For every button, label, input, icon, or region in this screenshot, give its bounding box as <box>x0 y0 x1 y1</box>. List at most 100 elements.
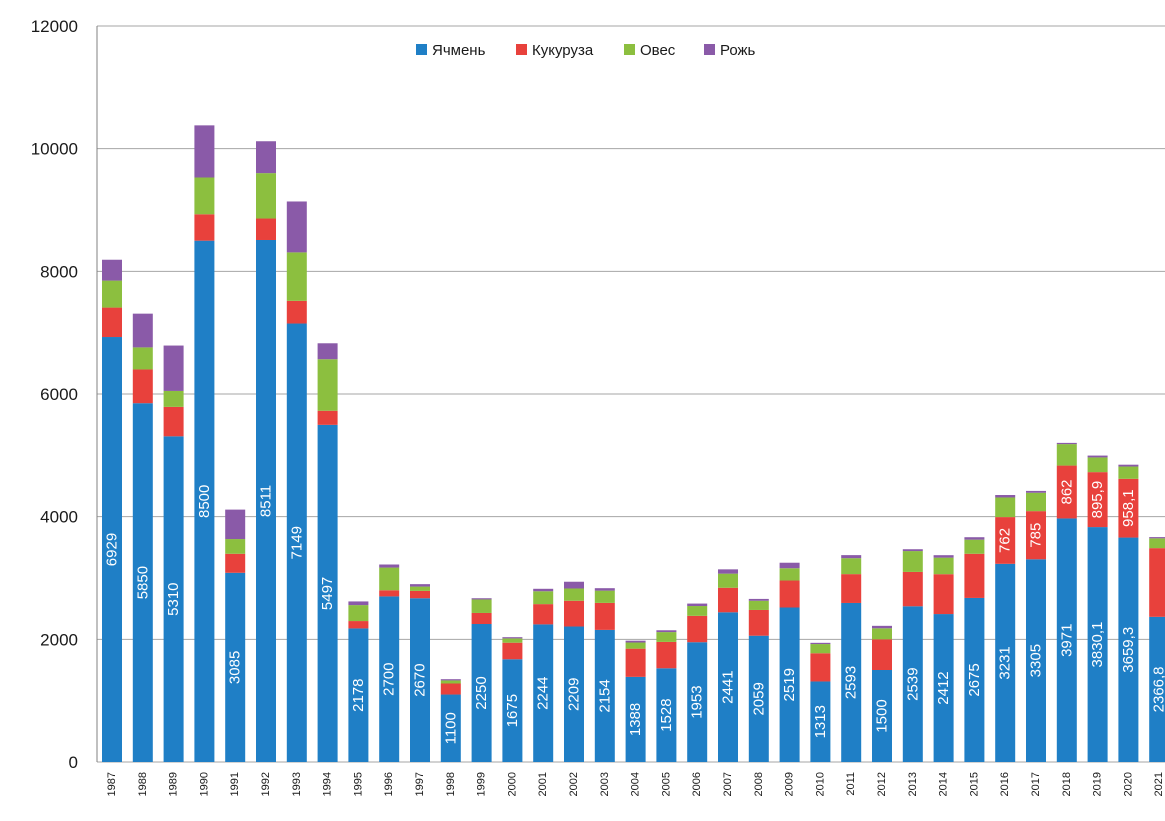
data-label-1-2017: 3305 <box>1028 644 1045 677</box>
bar-segment-3-2019 <box>1087 457 1108 473</box>
bar-segment-3-1995 <box>348 605 369 622</box>
bar-segment-4-1989 <box>163 345 184 391</box>
x-tick-label: 2015 <box>968 772 980 796</box>
data-label-1-2000: 1675 <box>504 694 521 727</box>
bar-segment-1-1987 <box>102 337 122 762</box>
x-tick-label: 2010 <box>814 772 826 796</box>
legend-swatch-2 <box>516 44 527 55</box>
x-tick-label: 1987 <box>106 772 118 796</box>
legend-swatch-3 <box>624 44 635 55</box>
x-tick-label: 2008 <box>753 772 765 796</box>
bar-segment-3-2012 <box>872 628 892 640</box>
bar-segment-2-2019 <box>1087 472 1108 528</box>
bar-segment-3-1999 <box>471 599 492 613</box>
bar-segment-2-1993 <box>286 300 307 324</box>
data-label-1-2011: 2593 <box>843 666 860 699</box>
data-label-1-1997: 2670 <box>412 663 429 696</box>
bar-segment-1-1994 <box>317 424 338 762</box>
bar-segment-4-2012 <box>872 625 892 629</box>
bar-segment-2-2002 <box>564 600 584 627</box>
x-tick-label: 1997 <box>414 772 426 796</box>
bar-segment-1-2017 <box>1026 559 1046 762</box>
data-label-1-2009: 2519 <box>781 668 798 701</box>
bar-segment-2-2016 <box>995 517 1016 564</box>
bar-segment-4-2020 <box>1118 464 1139 467</box>
data-label-1-1990: 8500 <box>196 485 213 518</box>
bar-segment-2-2014 <box>933 574 954 615</box>
x-tick-label: 2002 <box>568 772 580 796</box>
bar-segment-3-2013 <box>902 551 923 572</box>
x-tick-label: 1991 <box>229 772 241 796</box>
bar-segment-1-2005 <box>656 668 677 762</box>
bar-segment-1-2004 <box>625 676 646 762</box>
bar-segment-3-2010 <box>810 644 831 654</box>
bar-segment-1-2018 <box>1056 518 1077 762</box>
bar-segment-1-2006 <box>687 642 708 762</box>
x-tick-label: 1993 <box>291 772 303 796</box>
bar-segment-3-1987 <box>102 280 122 308</box>
bar-segment-4-2018 <box>1056 442 1077 445</box>
bar-segment-2-2005 <box>656 641 677 669</box>
bar-segment-3-2004 <box>625 642 646 649</box>
legend-label-1: Ячмень <box>432 42 486 59</box>
x-tick-label: 2017 <box>1030 772 1042 796</box>
bar-segment-4-2017 <box>1026 490 1046 493</box>
bar-segment-2-2010 <box>810 653 831 682</box>
x-tick-label: 2021 <box>1153 772 1165 796</box>
bar-segment-4-2011 <box>841 555 862 559</box>
bar-segment-3-1994 <box>317 359 338 411</box>
bar-segment-1-2008 <box>748 635 769 762</box>
bar-segment-4-2002 <box>564 581 584 589</box>
bar-segment-2-2017 <box>1026 511 1046 560</box>
legend: Ячмень Кукуруза Овес Рожь <box>416 42 756 59</box>
bar-segment-3-2002 <box>564 588 584 601</box>
bar-segment-1-2000 <box>502 659 523 762</box>
x-tick-label: 2005 <box>660 772 672 796</box>
bar-segment-1-1995 <box>348 628 369 762</box>
bar-segment-2-2018 <box>1056 465 1077 519</box>
bar-segment-3-1989 <box>163 390 184 407</box>
x-tick-label: 2020 <box>1122 772 1134 796</box>
legend-label-2: Кукуруза <box>532 42 594 59</box>
bar-segment-2-2003 <box>594 602 615 630</box>
bar-segment-4-2015 <box>964 537 985 540</box>
x-tick-label: 2001 <box>537 772 549 796</box>
bar-segment-3-2020 <box>1118 466 1139 479</box>
bar-segment-4-1994 <box>317 343 338 360</box>
data-label-1-2013: 2539 <box>904 667 921 700</box>
bar-segment-3-2021 <box>1149 538 1165 549</box>
bar-segment-4-2014 <box>933 555 954 558</box>
bar-segment-1-1999 <box>471 624 492 762</box>
bar-segment-3-2018 <box>1056 444 1077 466</box>
data-label-1-2012: 1500 <box>874 699 891 732</box>
bar-segment-4-1990 <box>194 125 215 178</box>
bar-segment-3-1993 <box>286 252 307 301</box>
bar-segment-1-1988 <box>132 403 153 762</box>
data-label-1-1988: 5850 <box>134 566 151 599</box>
bar-segment-3-1998 <box>440 680 461 684</box>
x-tick-label: 1999 <box>476 772 488 796</box>
legend-swatch-4 <box>704 44 715 55</box>
bar-segment-4-2006 <box>687 603 708 607</box>
y-tick-label: 6000 <box>40 385 78 404</box>
bar-segment-4-2005 <box>656 630 677 633</box>
bar-segment-4-1991 <box>225 509 246 540</box>
bar-segment-3-2005 <box>656 632 677 642</box>
y-tick-label: 8000 <box>40 262 78 281</box>
data-label-1-2018: 3971 <box>1058 624 1075 657</box>
x-tick-label: 1989 <box>168 772 180 796</box>
bar-segment-1-2003 <box>594 629 615 762</box>
data-label-1-2008: 2059 <box>750 682 767 715</box>
bar-segment-4-1999 <box>471 598 492 600</box>
bar-segment-1-2020 <box>1118 537 1139 762</box>
bar-segment-4-1988 <box>132 313 153 348</box>
bar-segment-4-2021 <box>1149 537 1165 539</box>
data-label-1-1995: 2178 <box>350 679 367 712</box>
x-tick-label: 1994 <box>322 772 334 796</box>
data-label-1-2002: 2209 <box>566 678 583 711</box>
bar-segment-3-2014 <box>933 557 954 575</box>
bar-segment-1-2002 <box>564 626 584 762</box>
bar-segment-3-1996 <box>379 567 400 591</box>
bar-segment-1-1990 <box>194 240 215 762</box>
bar-segment-4-2016 <box>995 495 1016 498</box>
